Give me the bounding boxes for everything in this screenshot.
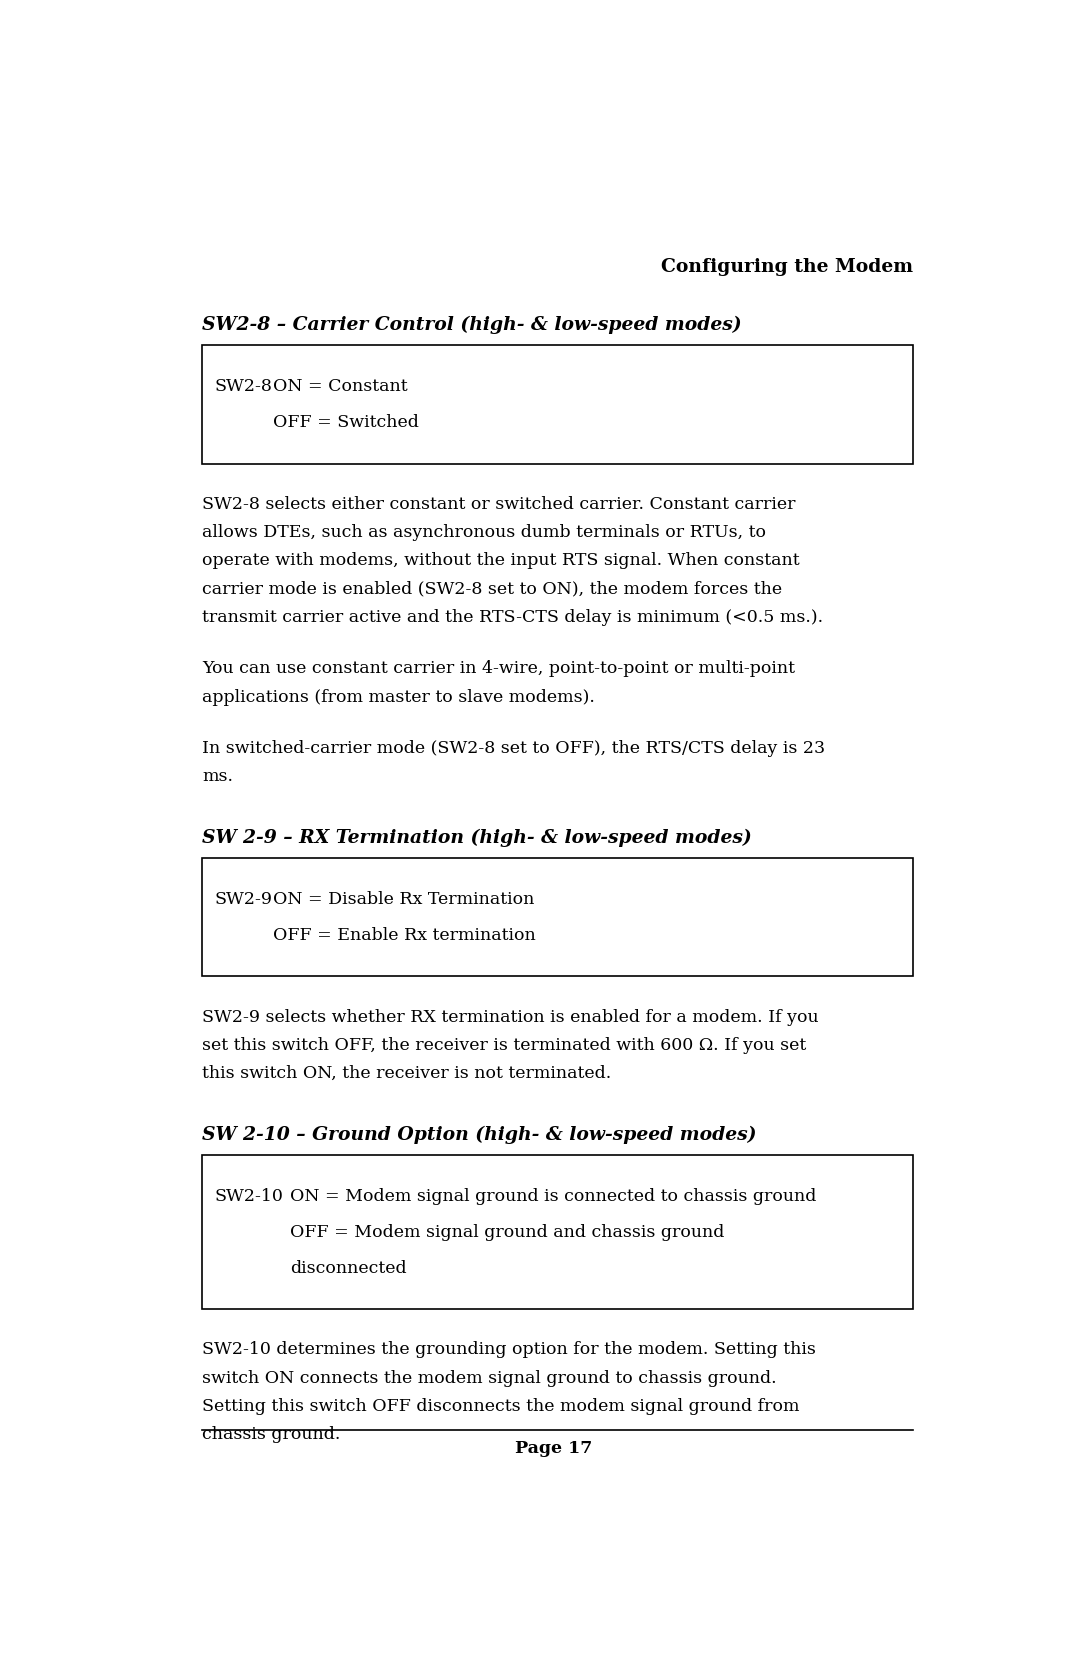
Text: operate with modems, without the input RTS signal. When constant: operate with modems, without the input R… [202, 552, 799, 569]
Text: applications (from master to slave modems).: applications (from master to slave modem… [202, 689, 595, 706]
Text: SW2-8 – Carrier Control (high- & low-speed modes): SW2-8 – Carrier Control (high- & low-spe… [202, 315, 742, 334]
FancyBboxPatch shape [202, 858, 914, 976]
Text: ON = Modem signal ground is connected to chassis ground: ON = Modem signal ground is connected to… [289, 1188, 816, 1205]
Text: Page 17: Page 17 [515, 1440, 592, 1457]
Text: Configuring the Modem: Configuring the Modem [661, 259, 914, 275]
Text: SW 2-9 – RX Termination (high- & low-speed modes): SW 2-9 – RX Termination (high- & low-spe… [202, 829, 752, 846]
Text: ON = Disable Rx Termination: ON = Disable Rx Termination [273, 891, 535, 908]
Text: SW2-8: SW2-8 [215, 379, 272, 396]
Text: carrier mode is enabled (SW2-8 set to ON), the modem forces the: carrier mode is enabled (SW2-8 set to ON… [202, 581, 782, 598]
Text: disconnected: disconnected [289, 1260, 406, 1277]
Text: Setting this switch OFF disconnects the modem signal ground from: Setting this switch OFF disconnects the … [202, 1399, 799, 1415]
Text: ON = Constant: ON = Constant [273, 379, 408, 396]
Text: this switch ON, the receiver is not terminated.: this switch ON, the receiver is not term… [202, 1065, 611, 1082]
Text: OFF = Modem signal ground and chassis ground: OFF = Modem signal ground and chassis gr… [289, 1223, 725, 1240]
Text: OFF = Enable Rx termination: OFF = Enable Rx termination [273, 926, 536, 945]
Text: SW2-10: SW2-10 [215, 1188, 283, 1205]
Text: transmit carrier active and the RTS-CTS delay is minimum (<0.5 ms.).: transmit carrier active and the RTS-CTS … [202, 609, 823, 626]
Text: SW 2-10 – Ground Option (high- & low-speed modes): SW 2-10 – Ground Option (high- & low-spe… [202, 1125, 756, 1143]
Text: In switched-carrier mode (SW2-8 set to OFF), the RTS/CTS delay is 23: In switched-carrier mode (SW2-8 set to O… [202, 739, 825, 758]
Text: set this switch OFF, the receiver is terminated with 600 Ω. If you set: set this switch OFF, the receiver is ter… [202, 1036, 806, 1053]
Text: You can use constant carrier in 4-wire, point-to-point or multi-point: You can use constant carrier in 4-wire, … [202, 661, 795, 678]
Text: switch ON connects the modem signal ground to chassis ground.: switch ON connects the modem signal grou… [202, 1370, 777, 1387]
Text: chassis ground.: chassis ground. [202, 1427, 340, 1444]
Text: SW2-9 selects whether RX termination is enabled for a modem. If you: SW2-9 selects whether RX termination is … [202, 1008, 819, 1026]
Text: SW2-9: SW2-9 [215, 891, 272, 908]
FancyBboxPatch shape [202, 345, 914, 464]
Text: allows DTEs, such as asynchronous dumb terminals or RTUs, to: allows DTEs, such as asynchronous dumb t… [202, 524, 766, 541]
Text: SW2-8 selects either constant or switched carrier. Constant carrier: SW2-8 selects either constant or switche… [202, 496, 796, 512]
FancyBboxPatch shape [202, 1155, 914, 1310]
Text: OFF = Switched: OFF = Switched [273, 414, 419, 431]
Text: SW2-10 determines the grounding option for the modem. Setting this: SW2-10 determines the grounding option f… [202, 1342, 815, 1359]
Text: ms.: ms. [202, 768, 233, 786]
